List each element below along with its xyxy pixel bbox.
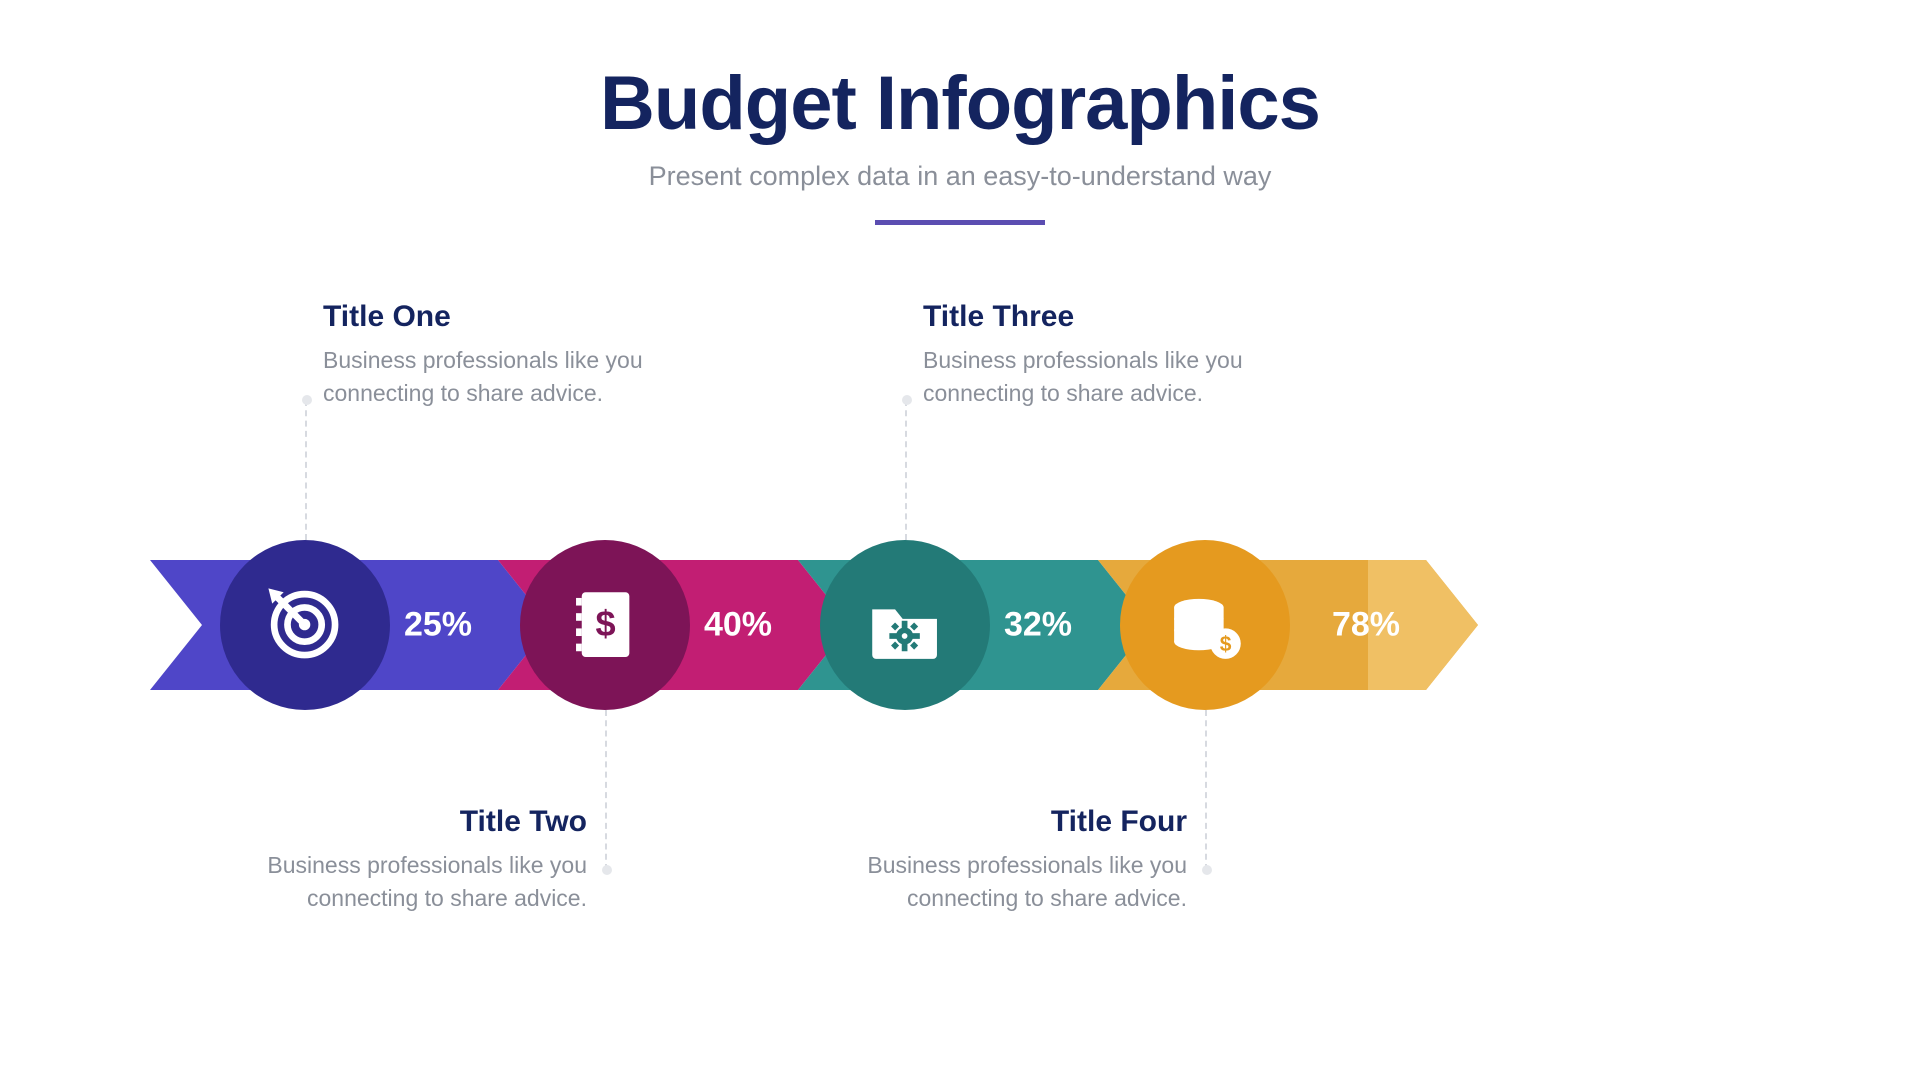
coins-icon <box>1157 577 1252 672</box>
slide-title: Budget Infographics <box>0 60 1920 147</box>
callout-body-four: Business professionals like you connecti… <box>847 849 1187 916</box>
percent-two: 40% <box>704 606 772 645</box>
lead-two <box>605 710 607 870</box>
node-three <box>820 540 990 710</box>
callout-one: Title One Business professionals like you… <box>323 300 663 411</box>
percent-three: 32% <box>1004 606 1072 645</box>
percent-one: 25% <box>404 606 472 645</box>
node-two <box>520 540 690 710</box>
node-one <box>220 540 390 710</box>
callout-two: Title Two Business professionals like you… <box>247 805 587 916</box>
callout-body-one: Business professionals like you connecti… <box>323 344 663 411</box>
ledger-icon <box>557 577 652 672</box>
callout-three: Title Three Business professionals like y… <box>923 300 1263 411</box>
callout-title-three: Title Three <box>923 300 1263 334</box>
node-four <box>1120 540 1290 710</box>
lead-four <box>1205 710 1207 870</box>
callout-body-two: Business professionals like you connecti… <box>247 849 587 916</box>
callout-four: Title Four Business professionals like yo… <box>847 805 1187 916</box>
percent-four: 78% <box>1332 606 1400 645</box>
arrow-timeline: 25%Title OneBusiness professionals like … <box>0 560 1920 690</box>
callout-title-two: Title Two <box>247 805 587 839</box>
callout-title-four: Title Four <box>847 805 1187 839</box>
lead-one <box>305 400 307 540</box>
target-icon <box>257 577 352 672</box>
callout-title-one: Title One <box>323 300 663 334</box>
slide-subtitle: Present complex data in an easy-to-under… <box>0 161 1920 192</box>
slide: Budget Infographics Present complex data… <box>0 0 1920 1080</box>
title-underline <box>875 220 1045 225</box>
callout-body-three: Business professionals like you connecti… <box>923 344 1263 411</box>
lead-three <box>905 400 907 540</box>
header: Budget Infographics Present complex data… <box>0 60 1920 225</box>
folder-gear-icon <box>857 577 952 672</box>
